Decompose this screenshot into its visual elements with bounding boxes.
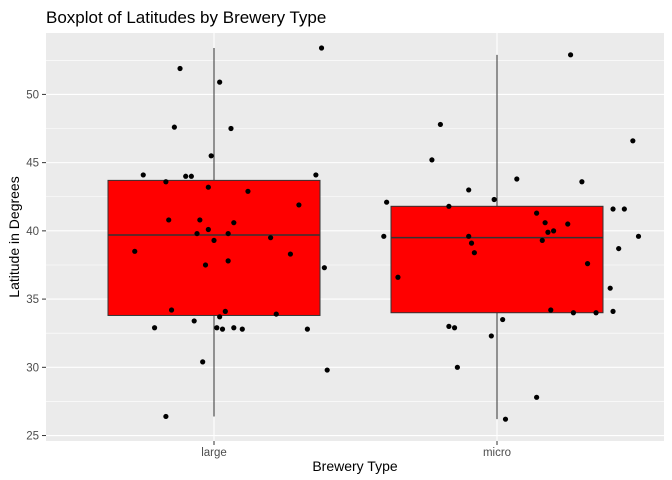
boxes [107, 48, 604, 420]
data-point [214, 325, 220, 331]
data-point [381, 233, 387, 239]
data-point [610, 206, 616, 212]
data-point [610, 308, 616, 314]
data-point [211, 237, 217, 244]
data-point [132, 248, 138, 254]
data-point [635, 233, 642, 239]
data-point [163, 179, 169, 185]
data-point [287, 251, 294, 257]
data-point [567, 52, 574, 58]
data-point [451, 325, 458, 331]
data-point [268, 235, 274, 241]
data-point [488, 333, 494, 339]
data-point [565, 221, 571, 227]
data-point [225, 230, 231, 237]
y-tick-label: 45 [26, 158, 39, 170]
chart-title: Boxplot of Latitudes by Brewery Type [46, 8, 326, 27]
data-point [584, 261, 591, 267]
data-point [500, 316, 506, 323]
data-point [177, 65, 183, 72]
data-point [621, 206, 627, 212]
data-point [318, 45, 325, 51]
data-point [321, 265, 327, 271]
x-axis-title: Brewery Type [312, 458, 398, 474]
data-point [222, 308, 228, 314]
data-point [324, 367, 330, 373]
data-point [151, 325, 158, 331]
data-point [171, 124, 177, 130]
data-point [191, 318, 197, 324]
data-point [245, 188, 251, 194]
data-point [200, 359, 206, 365]
data-point [491, 196, 497, 203]
data-point [471, 250, 477, 256]
data-point [630, 138, 636, 144]
y-tick-label: 25 [26, 431, 39, 443]
data-point [166, 217, 172, 223]
data-point [437, 121, 443, 128]
data-point [579, 179, 585, 185]
data-point [168, 307, 175, 313]
data-point [304, 326, 310, 332]
data-point [384, 199, 390, 205]
data-point [273, 311, 279, 317]
data-point [163, 413, 169, 420]
data-point [534, 210, 540, 216]
y-tick-label: 35 [26, 294, 39, 306]
data-point [607, 285, 613, 291]
data-point [395, 274, 401, 280]
data-point [313, 172, 319, 178]
data-point [466, 233, 472, 239]
data-point [446, 323, 452, 329]
data-point [534, 394, 540, 400]
data-point [208, 153, 214, 159]
data-point [205, 226, 211, 233]
data-point [429, 157, 435, 163]
data-point [140, 172, 146, 178]
y-axis-title: Latitude in Degrees [6, 176, 22, 297]
x-tick-label: micro [483, 447, 511, 459]
data-point [468, 240, 475, 246]
data-point [542, 220, 548, 226]
data-point [593, 310, 599, 316]
box-iqr [390, 205, 604, 314]
data-point [514, 176, 520, 182]
data-point [217, 314, 223, 320]
data-point [183, 173, 189, 179]
data-point [551, 228, 557, 234]
data-point [616, 245, 622, 252]
data-point [296, 202, 302, 208]
data-point [188, 173, 194, 179]
data-point [231, 220, 237, 226]
data-point [231, 325, 237, 331]
data-point [219, 326, 226, 332]
y-tick-label: 50 [26, 89, 39, 101]
x-tick-label: large [201, 447, 227, 459]
data-point [202, 262, 209, 268]
y-tick-label: 30 [26, 362, 39, 374]
data-point [446, 203, 452, 209]
box-iqr [107, 179, 321, 316]
data-point [502, 416, 509, 422]
data-point [466, 187, 472, 193]
data-point [225, 258, 231, 264]
box-large [107, 48, 321, 417]
data-points [132, 45, 642, 422]
data-point [545, 229, 551, 235]
y-tick-label: 40 [26, 226, 39, 238]
data-point [205, 184, 211, 190]
data-point [539, 237, 545, 244]
data-point [194, 230, 200, 237]
data-point [239, 326, 245, 332]
data-point [197, 217, 203, 223]
data-point [454, 364, 460, 370]
data-point [570, 310, 577, 316]
axes: 25 30 35 40 45 50 large micro [26, 89, 511, 459]
data-point [228, 125, 234, 132]
data-point [217, 79, 223, 85]
data-point [548, 307, 554, 313]
